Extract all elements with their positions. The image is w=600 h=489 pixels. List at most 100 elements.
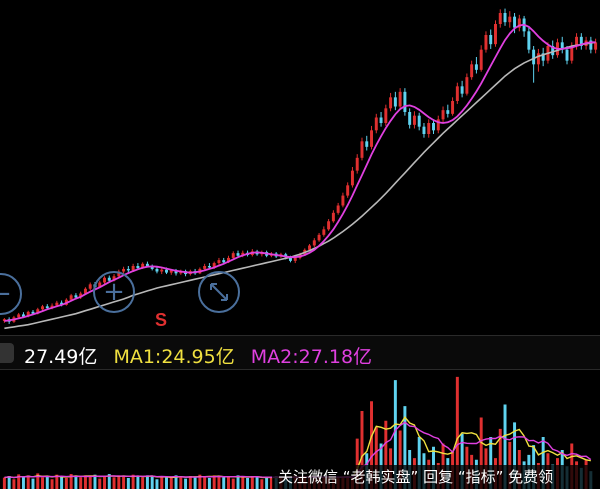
candle-body xyxy=(451,101,455,114)
candle-body xyxy=(126,268,130,271)
candle-body xyxy=(389,97,393,109)
volume-bar xyxy=(103,476,106,489)
candle-body xyxy=(408,112,412,125)
candle-body xyxy=(536,53,540,65)
volume-bar xyxy=(265,476,269,489)
candle-body xyxy=(88,284,92,289)
volume-bar xyxy=(513,422,517,489)
candle-body xyxy=(288,257,292,261)
volume-bar xyxy=(17,474,21,489)
volume-bar xyxy=(241,476,245,489)
candle-body xyxy=(327,221,331,230)
candle-body xyxy=(551,46,555,56)
volume-bar xyxy=(370,401,373,489)
candle-body xyxy=(155,268,159,272)
candle-body xyxy=(346,185,350,196)
volume-readout: 27.49亿 MA1:24.95亿 MA2:27.18亿 xyxy=(24,342,382,369)
candle-body xyxy=(436,119,440,131)
volume-bar xyxy=(393,380,397,489)
candle-body xyxy=(503,13,507,23)
volume-bar xyxy=(60,476,64,489)
candle-body xyxy=(479,49,483,70)
volume-bar xyxy=(231,478,235,489)
candle-body xyxy=(427,123,431,134)
candle-body xyxy=(83,288,87,294)
candle-body xyxy=(489,35,493,45)
candle-body xyxy=(594,42,598,50)
candle-body xyxy=(494,24,497,45)
candle-body xyxy=(131,266,135,271)
candle-body xyxy=(370,130,373,147)
candle-body xyxy=(165,269,168,273)
candle-body xyxy=(350,170,354,186)
volume-bar xyxy=(360,411,364,489)
volume-bar xyxy=(503,404,507,489)
volume-bar xyxy=(184,478,188,489)
volume-bar xyxy=(193,477,197,489)
volume-bar xyxy=(41,477,45,489)
candle-body xyxy=(398,91,402,107)
volume-bar xyxy=(98,478,102,489)
volume-bar xyxy=(384,420,388,489)
candle-body xyxy=(231,253,235,258)
volume-bar xyxy=(179,476,183,489)
ma-short-line xyxy=(4,23,596,322)
candle-body xyxy=(336,205,340,213)
candle-body xyxy=(441,110,445,120)
candle-body xyxy=(384,108,388,123)
candle-body xyxy=(317,234,321,241)
volume-bar xyxy=(174,475,178,489)
watermark-banner: 关注微信 “老韩实盘” 回复 “指标” 免费领 xyxy=(272,465,600,489)
candle-body xyxy=(412,115,416,125)
volume-bar xyxy=(355,438,359,489)
volume-bar xyxy=(155,479,159,489)
volume-bar xyxy=(160,476,164,489)
candle-body xyxy=(160,269,164,272)
candle-body xyxy=(341,195,345,206)
indicator-handle[interactable] xyxy=(0,343,14,363)
candle-body xyxy=(169,270,173,273)
volume-bar xyxy=(2,477,6,489)
volume-bar xyxy=(88,476,92,489)
volume-bar xyxy=(417,437,421,489)
volume-bar xyxy=(374,427,378,489)
candle-body xyxy=(26,311,30,317)
volume-bar xyxy=(79,477,83,489)
candle-body xyxy=(498,13,502,24)
fullscreen-button[interactable] xyxy=(198,271,240,313)
candle-body xyxy=(331,212,335,222)
candle-body xyxy=(484,35,488,50)
candle-body xyxy=(227,257,230,263)
candle-body xyxy=(560,42,564,50)
candle-body xyxy=(212,263,216,268)
candle-body xyxy=(541,53,545,61)
volume-bar xyxy=(21,476,25,489)
volume-bar xyxy=(83,475,87,489)
candle-body xyxy=(2,319,6,321)
volume-ma1-value: MA1:24.95亿 xyxy=(113,346,235,368)
volume-bar xyxy=(217,476,221,489)
price-chart xyxy=(2,8,598,330)
candle-body xyxy=(422,126,426,134)
candle-body xyxy=(532,49,536,65)
volume-bar xyxy=(227,476,230,489)
volume-bar xyxy=(479,417,483,489)
candle-body xyxy=(565,49,569,61)
plus-icon: + xyxy=(103,277,125,307)
candle-body xyxy=(355,157,359,171)
volume-bar xyxy=(122,476,126,489)
volume-bar xyxy=(269,477,273,489)
volume-bar xyxy=(31,478,35,489)
zoom-in-button[interactable]: + xyxy=(93,271,135,313)
candle-body xyxy=(60,302,64,305)
candle-body xyxy=(21,314,25,317)
candle-body xyxy=(589,40,593,50)
candle-body xyxy=(79,293,83,298)
candle-body xyxy=(455,86,459,101)
candle-body xyxy=(217,260,221,264)
candle-body xyxy=(36,309,40,314)
candle-body xyxy=(236,253,240,256)
candle-body xyxy=(374,117,378,131)
candle-body xyxy=(174,270,178,274)
